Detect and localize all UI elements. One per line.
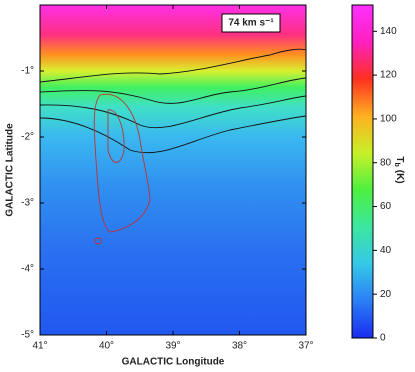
x-axis-title: GALACTIC Longitude xyxy=(122,357,225,368)
colorbar-tick-label: 0 xyxy=(380,333,386,344)
colorbar-symbol: T xyxy=(394,156,405,162)
x-tick-label: 37° xyxy=(298,341,313,352)
colorbar-tick-label: 80 xyxy=(380,157,392,168)
y-tick-label: -3° xyxy=(21,198,34,209)
x-tick-label: 40° xyxy=(99,341,114,352)
y-tick-label: -4° xyxy=(21,264,34,275)
colorbar-tick-label: 20 xyxy=(380,289,392,300)
colorbar-tick-label: 120 xyxy=(380,70,397,81)
emission-contours xyxy=(93,93,151,245)
annotation-box xyxy=(221,13,281,33)
x-tick-label: 38° xyxy=(232,341,247,352)
colorbar-unit: (K) xyxy=(394,170,405,184)
colorbar-tick-label: 60 xyxy=(380,201,392,212)
colorbar-tick-label: 100 xyxy=(380,114,397,125)
y-tick-label: -5° xyxy=(21,330,34,341)
y-tick-label: -1° xyxy=(21,66,34,77)
x-tick-label: 41° xyxy=(32,341,47,352)
annotation: 74 km s⁻¹ xyxy=(228,18,274,29)
colorbar xyxy=(351,4,374,339)
map-image xyxy=(40,5,306,335)
contours xyxy=(39,48,307,154)
y-tick-label: -2° xyxy=(21,132,34,143)
colorbar-tick-label: 40 xyxy=(380,245,392,256)
colorbar-tick-label: 140 xyxy=(380,26,397,37)
colorbar-title: Tb (K) xyxy=(393,156,405,183)
x-tick-label: 39° xyxy=(165,341,180,352)
colorbar-subscript: b xyxy=(393,162,400,166)
y-axis-title: GALACTIC Latitude xyxy=(5,123,16,217)
